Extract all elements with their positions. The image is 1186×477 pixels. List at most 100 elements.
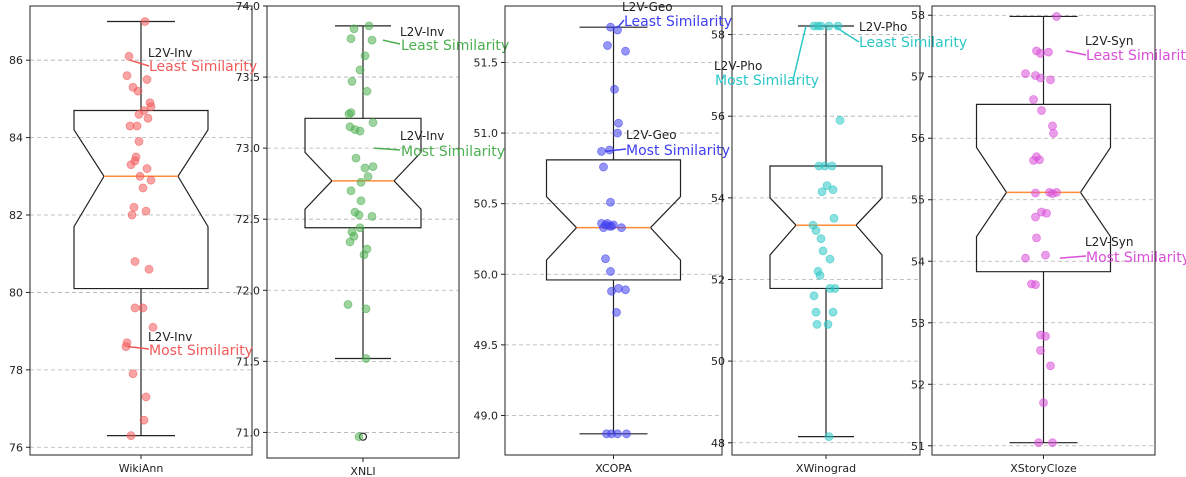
data-point xyxy=(1031,188,1040,198)
data-point xyxy=(1046,75,1055,85)
panel-xnli: 71.071.572.072.573.073.574.0XNLIL2V-InvL… xyxy=(236,0,510,477)
annotation-method-label: L2V-Geo xyxy=(622,0,673,14)
y-tick-label: 56 xyxy=(711,110,725,123)
notched-box xyxy=(304,117,422,229)
data-point xyxy=(359,250,369,260)
data-point xyxy=(354,432,364,442)
y-tick-label: 76 xyxy=(9,441,23,454)
data-point xyxy=(817,187,827,197)
y-tick-label: 56 xyxy=(911,132,925,145)
data-point xyxy=(824,432,834,442)
data-point xyxy=(139,415,149,425)
annotation-similarity-label: Least Similarity xyxy=(401,38,509,54)
annotation-method-label: L2V-Inv xyxy=(400,129,444,143)
annotation-similarity-label: Least Similarity xyxy=(624,14,732,30)
data-point xyxy=(612,307,621,317)
data-point xyxy=(809,291,819,301)
data-point xyxy=(1041,250,1050,260)
data-point xyxy=(126,431,136,441)
annotation-method-label: L2V-Syn xyxy=(1085,34,1133,48)
y-tick-label: 84 xyxy=(9,132,23,145)
data-point xyxy=(138,183,148,193)
data-point xyxy=(597,147,606,156)
data-point xyxy=(124,51,134,61)
data-point xyxy=(143,113,153,123)
data-point xyxy=(809,21,819,31)
x-tick-label: XNLI xyxy=(350,465,375,477)
data-point xyxy=(122,71,132,81)
annotation-method-label: L2V-Syn xyxy=(1085,235,1133,249)
data-point xyxy=(815,270,825,280)
data-point xyxy=(129,202,139,212)
data-point xyxy=(811,307,821,317)
data-point xyxy=(830,284,840,293)
annotation-method-label: L2V-Pho xyxy=(859,20,907,34)
data-point xyxy=(355,223,365,233)
data-point xyxy=(1021,253,1030,263)
data-point xyxy=(140,17,150,26)
y-tick-label: 54 xyxy=(911,255,925,268)
data-point xyxy=(603,41,612,50)
data-point xyxy=(1042,208,1051,218)
annotation-line xyxy=(382,39,401,45)
data-point xyxy=(601,254,610,264)
y-tick-label: 73.5 xyxy=(236,71,261,84)
data-point xyxy=(1048,189,1057,198)
data-point xyxy=(606,267,615,276)
data-point xyxy=(361,354,371,363)
annotation-similarity-label: Most Similarity xyxy=(149,343,253,359)
x-tick-label: XCOPA xyxy=(595,462,632,475)
y-tick-label: 51.0 xyxy=(474,127,499,140)
annotation-similarity-label: Most Similarity xyxy=(715,73,819,89)
data-point xyxy=(1032,233,1041,243)
data-point xyxy=(361,304,371,314)
annotation-similarity-label: Most Similarity xyxy=(1086,250,1186,266)
y-tick-label: 80 xyxy=(9,286,23,299)
y-tick-label: 53 xyxy=(911,317,925,330)
data-point xyxy=(148,322,158,332)
notched-box xyxy=(769,165,883,290)
data-point xyxy=(1029,155,1038,165)
data-point xyxy=(1031,212,1040,222)
data-point xyxy=(621,285,630,295)
y-tick-label: 54 xyxy=(711,192,725,205)
y-tick-label: 74.0 xyxy=(236,0,261,13)
data-point xyxy=(1031,280,1040,290)
data-point xyxy=(828,185,838,195)
y-tick-label: 50.5 xyxy=(474,198,499,211)
data-point xyxy=(138,303,148,313)
data-point xyxy=(142,75,152,84)
data-point xyxy=(127,210,137,220)
data-point xyxy=(368,118,378,127)
data-point xyxy=(1048,121,1057,131)
data-point xyxy=(144,264,154,274)
y-tick-label: 58 xyxy=(711,29,725,42)
data-point xyxy=(613,429,622,439)
data-point xyxy=(610,84,619,94)
data-point xyxy=(362,86,372,96)
data-point xyxy=(599,223,608,233)
data-point xyxy=(621,46,630,56)
data-point xyxy=(344,109,354,119)
y-tick-label: 72.0 xyxy=(236,284,261,297)
data-point xyxy=(141,392,151,402)
y-tick-label: 71.5 xyxy=(236,355,261,368)
notched-box xyxy=(975,103,1112,273)
y-tick-label: 51.5 xyxy=(474,56,499,69)
annotation-similarity-label: Least Similarity xyxy=(859,35,967,51)
y-tick-label: 73.0 xyxy=(236,142,261,155)
data-point xyxy=(1036,73,1045,83)
data-point xyxy=(614,118,623,128)
annotation-line xyxy=(127,345,150,350)
notched-box xyxy=(73,109,209,290)
y-tick-label: 52 xyxy=(711,273,725,286)
annotation-similarity-label: Least Similarity xyxy=(149,59,257,75)
data-point xyxy=(1036,346,1045,355)
data-point xyxy=(133,86,143,96)
annotation-line xyxy=(1065,50,1087,56)
data-point xyxy=(1036,48,1045,58)
data-point xyxy=(835,115,845,125)
y-tick-label: 49.0 xyxy=(474,409,499,422)
data-point xyxy=(351,153,361,163)
